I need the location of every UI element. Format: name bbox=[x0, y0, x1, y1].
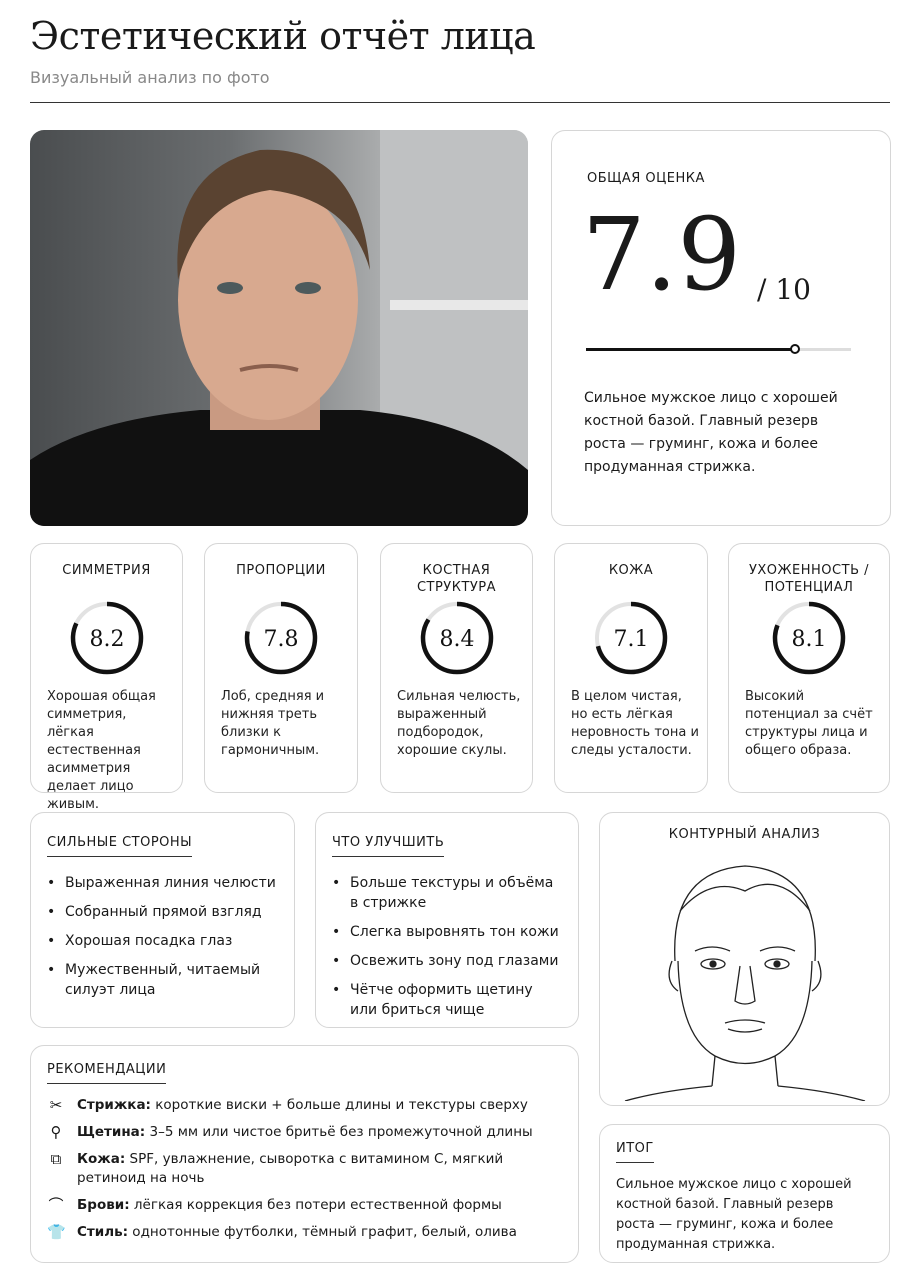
overall-score-card: ОБЩАЯ ОЦЕНКА 7.9 / 10 Сильное мужское ли… bbox=[551, 130, 891, 526]
metric-ring: 8.2 bbox=[70, 601, 143, 675]
metric-label: КОЖА bbox=[608, 563, 654, 578]
recommendation-item: ✂ Стрижка: короткие виски + больше длины … bbox=[47, 1096, 562, 1115]
recommendation-item: ⌒ Брови: лёгкая коррекция без потери есте… bbox=[47, 1196, 562, 1215]
list-item: Мужественный, читаемый силуэт лица bbox=[47, 960, 278, 1000]
metric-card: КОЖА 7.1 В целом чистая, но есть лёгкая … bbox=[554, 543, 708, 793]
rec-label: Стиль: bbox=[77, 1224, 129, 1240]
list-item: Чётче оформить щетину или бриться чище bbox=[332, 980, 562, 1020]
ring-fill bbox=[420, 601, 493, 675]
page-subtitle: Визуальный анализ по фото bbox=[30, 68, 270, 87]
ring-fill bbox=[594, 601, 668, 675]
face-sketch bbox=[624, 865, 866, 1101]
contour-card: КОНТУРНЫЙ АНАЛИЗ bbox=[599, 812, 890, 1106]
improve-title: ЧТО УЛУЧШИТЬ bbox=[332, 835, 445, 857]
recommendation-item: 👕 Стиль: однотонные футболки, тёмный граф… bbox=[47, 1223, 562, 1242]
metric-card: УХОЖЕННОСТЬ / ПОТЕНЦИАЛ 8.1 Высокий поте… bbox=[728, 543, 890, 793]
rec-text: 3–5 мм или чистое бритьё без промежуточн… bbox=[145, 1124, 533, 1140]
rec-label: Кожа: bbox=[77, 1151, 126, 1167]
overall-max: / 10 bbox=[757, 273, 811, 306]
list-item: Собранный прямой взгляд bbox=[47, 902, 278, 922]
metric-score: 8.1 bbox=[792, 627, 827, 652]
ring-fill bbox=[244, 601, 318, 675]
metric-score: 7.8 bbox=[264, 627, 299, 652]
verdict-card: ИТОГ Сильное мужское лицо с хорошей кост… bbox=[599, 1124, 890, 1263]
rec-text: SPF, увлажнение, сыворотка с витамином C… bbox=[77, 1151, 504, 1186]
list-item: Больше текстуры и объёма в стрижке bbox=[332, 873, 562, 913]
overall-summary: Сильное мужское лицо с хорошей костной б… bbox=[584, 390, 838, 475]
overall-label: ОБЩАЯ ОЦЕНКА bbox=[587, 171, 705, 186]
metric-desc: Высокий потенциал за счёт структуры лица… bbox=[745, 689, 873, 758]
scissors-icon: ✂ bbox=[49, 1096, 63, 1114]
rec-label: Щетина: bbox=[77, 1124, 146, 1140]
metric-ring: 8.1 bbox=[772, 601, 846, 675]
recommendation-item: ⧉ Кожа: SPF, увлажнение, сыворотка с вита… bbox=[47, 1150, 562, 1188]
metric-ring: 7.8 bbox=[244, 601, 318, 675]
razor-icon: ⚲ bbox=[50, 1123, 62, 1141]
rec-text: однотонные футболки, тёмный графит, белы… bbox=[128, 1224, 517, 1240]
metric-score: 7.1 bbox=[614, 627, 649, 652]
metric-label: СИММЕТРИЯ bbox=[62, 563, 151, 578]
recommendations-card: РЕКОМЕНДАЦИИ ✂ Стрижка: короткие виски + … bbox=[30, 1045, 579, 1263]
verdict-text: Сильное мужское лицо с хорошей костной б… bbox=[616, 1177, 852, 1252]
metric-card: КОСТНАЯ СТРУКТУРА 8.4 Сильная челюсть, в… bbox=[380, 543, 533, 793]
metric-score: 8.4 bbox=[439, 627, 474, 652]
strengths-title: СИЛЬНЫЕ СТОРОНЫ bbox=[47, 835, 193, 857]
metric-card: ПРОПОРЦИИ 7.8 Лоб, средняя и нижняя трет… bbox=[204, 543, 358, 793]
metric-ring: 7.1 bbox=[594, 601, 668, 675]
list-item: Выраженная линия челюсти bbox=[47, 873, 278, 893]
bottle-icon: ⧉ bbox=[50, 1150, 62, 1168]
rec-label: Стрижка: bbox=[77, 1097, 151, 1113]
metric-label: УХОЖЕННОСТЬ / ПОТЕНЦИАЛ bbox=[748, 563, 869, 595]
page-title: Эстетический отчёт лица bbox=[30, 14, 536, 58]
ring-fill bbox=[70, 601, 143, 675]
rec-text: лёгкая коррекция без потери естественной… bbox=[129, 1197, 502, 1213]
ring-fill bbox=[772, 601, 846, 675]
rec-text: короткие виски + больше длины и текстуры… bbox=[150, 1097, 528, 1113]
score-bar bbox=[586, 344, 851, 354]
list-item: Хорошая посадка глаз bbox=[47, 931, 278, 951]
metric-label: ПРОПОРЦИИ bbox=[236, 563, 326, 578]
rec-label: Брови: bbox=[77, 1197, 130, 1213]
score-bar-fill bbox=[586, 344, 801, 354]
eyebrow-icon: ⌒ bbox=[48, 1196, 64, 1214]
recommendation-item: ⚲ Щетина: 3–5 мм или чистое бритьё без пр… bbox=[47, 1123, 562, 1142]
strengths-card: СИЛЬНЫЕ СТОРОНЫ Выраженная линия челюсти… bbox=[30, 812, 295, 1028]
metric-ring: 8.4 bbox=[420, 601, 493, 675]
metric-desc: Сильная челюсть, выраженный подбородок, … bbox=[397, 689, 521, 758]
metric-desc: Лоб, средняя и нижняя треть близки к гар… bbox=[221, 689, 325, 758]
metric-label: КОСТНАЯ СТРУКТУРА bbox=[416, 563, 497, 595]
list-item: Слегка выровнять тон кожи bbox=[332, 922, 562, 942]
face-photo bbox=[30, 130, 528, 526]
metric-desc: В целом чистая, но есть лёгкая неровност… bbox=[571, 689, 699, 758]
overall-score: 7.9 bbox=[582, 196, 742, 313]
contour-title: КОНТУРНЫЙ АНАЛИЗ bbox=[668, 827, 821, 842]
divider bbox=[30, 102, 890, 103]
tshirt-icon: 👕 bbox=[47, 1223, 66, 1241]
metric-score: 8.2 bbox=[89, 627, 124, 652]
score-bar-marker bbox=[790, 344, 801, 354]
verdict-title: ИТОГ bbox=[616, 1141, 654, 1163]
metric-card: СИММЕТРИЯ 8.2 Хорошая общая симметрия, л… bbox=[30, 543, 183, 812]
metric-desc: Хорошая общая симметрия, лёгкая естестве… bbox=[47, 689, 156, 812]
improve-card: ЧТО УЛУЧШИТЬ Больше текстуры и объёма в … bbox=[315, 812, 579, 1028]
recommendations-title: РЕКОМЕНДАЦИИ bbox=[47, 1062, 167, 1084]
list-item: Освежить зону под глазами bbox=[332, 951, 562, 971]
